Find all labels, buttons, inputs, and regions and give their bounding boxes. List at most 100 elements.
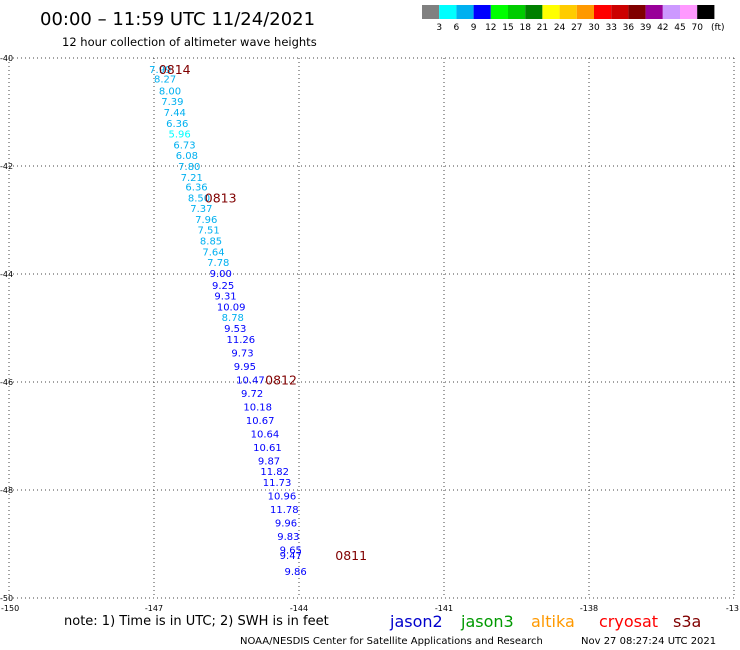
swh-value: 9.65 — [280, 545, 302, 556]
swh-value: 9.83 — [277, 532, 299, 543]
y-tick-label: -46 — [0, 378, 13, 387]
swh-value: 11.73 — [263, 478, 292, 489]
y-tick-label: -42 — [0, 162, 13, 171]
colorbar-swatch — [628, 5, 646, 19]
legend-jason3: jason3 — [460, 612, 514, 631]
swh-value: 11.82 — [260, 467, 289, 478]
y-tick-label: -40 — [0, 54, 13, 63]
swh-value: 8.85 — [200, 237, 222, 248]
data-points: 7.998.278.007.397.446.365.966.736.087.80… — [149, 65, 307, 578]
colorbar-label: 39 — [640, 23, 652, 33]
swh-value: 7.96 — [195, 215, 217, 226]
time-label: 0812 — [265, 372, 297, 387]
y-tick-label: -48 — [0, 486, 13, 495]
colorbar-swatch — [662, 5, 680, 19]
colorbar-swatch — [422, 5, 440, 19]
plot-grid — [8, 57, 735, 599]
swh-value: 10.09 — [217, 302, 246, 313]
swh-value: 8.00 — [159, 86, 181, 97]
colorbar-swatch — [508, 5, 526, 19]
x-tick-label: -147 — [145, 604, 163, 613]
satellite-legend: jason2 jason3 altika cryosat s3a — [389, 612, 701, 631]
swh-value: 9.31 — [214, 292, 236, 303]
swh-value: 8.27 — [154, 75, 176, 86]
colorbar-swatch — [576, 5, 594, 19]
time-labels: 0814 0813 0812 0811 — [159, 62, 367, 563]
y-tick-label: -44 — [0, 270, 13, 279]
time-label: 0811 — [335, 548, 367, 563]
colorbar-swatch — [559, 5, 577, 19]
colorbar-label: 24 — [554, 23, 566, 33]
x-tick-label: -150 — [1, 604, 19, 613]
colorbar-label: 15 — [502, 23, 513, 33]
swh-value: 9.86 — [285, 567, 307, 578]
colorbar-swatch — [697, 5, 715, 19]
swh-value: 7.78 — [207, 258, 229, 269]
x-tick-label: -138 — [580, 604, 598, 613]
swh-value: 6.36 — [166, 119, 188, 130]
swh-value: 5.96 — [169, 130, 191, 141]
colorbar-label: 42 — [657, 23, 668, 33]
colorbar-legend: 3 6 9 12 15 18 21 24 27 30 33 36 39 42 45 70 — [422, 5, 715, 33]
colorbar-label: 33 — [605, 23, 616, 33]
swh-value: 10.96 — [268, 491, 297, 502]
swh-value: 7.51 — [198, 226, 220, 237]
swh-value: 7.99 — [149, 65, 171, 76]
colorbar-label: 21 — [537, 23, 548, 33]
colorbar-unit: (ft) — [711, 23, 725, 33]
colorbar-swatch — [456, 5, 474, 19]
swh-value: 7.21 — [181, 173, 203, 184]
swh-value: 9.00 — [210, 269, 232, 280]
swh-value: 6.73 — [173, 140, 195, 151]
swh-value: 7.37 — [190, 204, 212, 215]
chart-title: 00:00 – 11:59 UTC 11/24/2021 — [40, 9, 315, 30]
colorbar-swatch — [473, 5, 491, 19]
swh-value: 9.53 — [224, 324, 246, 335]
swh-value: 10.18 — [243, 402, 272, 413]
colorbar-label: 27 — [571, 23, 582, 33]
colorbar-swatch — [525, 5, 543, 19]
swh-value: 9.47 — [280, 551, 302, 562]
time-label: 0813 — [205, 190, 237, 205]
colorbar-label: 45 — [674, 23, 685, 33]
colorbar-label: 9 — [471, 23, 477, 33]
colorbar-swatch — [680, 5, 698, 19]
swh-value: 7.80 — [178, 162, 200, 173]
colorbar-label: 30 — [588, 23, 600, 33]
x-tick-label: -144 — [290, 604, 308, 613]
swh-value: 11.78 — [270, 505, 299, 516]
swh-value: 9.72 — [241, 389, 263, 400]
legend-jason2: jason2 — [389, 612, 443, 631]
swh-value: 6.36 — [185, 183, 207, 194]
swh-value: 9.73 — [231, 348, 253, 359]
swh-value: 11.26 — [227, 335, 256, 346]
swh-value: 10.64 — [251, 429, 280, 440]
x-tick-label: -141 — [435, 604, 453, 613]
colorbar-swatch — [542, 5, 560, 19]
colorbar-label: 6 — [454, 23, 460, 33]
x-tick-label: -13 — [726, 604, 739, 613]
swh-value: 9.96 — [275, 518, 297, 529]
swh-value: 10.61 — [253, 443, 282, 454]
swh-value: 10.67 — [246, 416, 275, 427]
legend-cryosat: cryosat — [599, 612, 658, 631]
swh-value: 7.44 — [164, 108, 186, 119]
chart-subtitle: 12 hour collection of altimeter wave hei… — [62, 35, 317, 49]
colorbar-label: 18 — [519, 23, 531, 33]
swh-value: 10.47 — [236, 375, 265, 386]
colorbar-swatch — [594, 5, 612, 19]
footer-timestamp: Nov 27 08:27:24 UTC 2021 — [581, 636, 716, 647]
legend-s3a: s3a — [673, 612, 701, 631]
legend-altika: altika — [531, 612, 575, 631]
colorbar-swatch — [611, 5, 629, 19]
note-text: note: 1) Time is in UTC; 2) SWH is in fe… — [64, 614, 329, 629]
colorbar-label: 70 — [691, 23, 703, 33]
colorbar-label: 36 — [623, 23, 635, 33]
colorbar-label: 3 — [436, 23, 442, 33]
axis-tick-labels: -50 -48 -46 -44 -42 -40 -150 -147 -144 -141 -138 -1… — [0, 54, 739, 613]
swh-value: 6.08 — [176, 151, 198, 162]
swh-value: 7.64 — [202, 247, 224, 258]
time-label: 0814 — [159, 62, 191, 77]
swh-value: 8.50 — [188, 193, 210, 204]
